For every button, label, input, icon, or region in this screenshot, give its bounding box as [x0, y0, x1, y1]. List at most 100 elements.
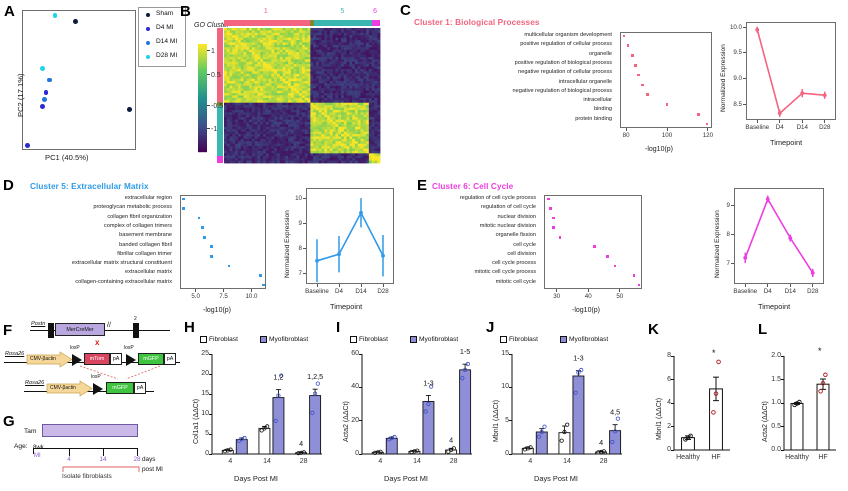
colorbar-tick-3: -1: [211, 126, 218, 134]
ytickmark-3: [509, 453, 512, 455]
panel-d-line-series: [315, 198, 385, 283]
line-ytickmark-0: [743, 26, 746, 28]
line-xtickmark-0: [756, 120, 758, 123]
xtickmark-1: [666, 128, 668, 131]
xtickmark-0: [556, 289, 558, 292]
line-xtick-3: D28: [807, 288, 819, 295]
line-ytickmark-1: [303, 222, 306, 224]
panel-a-label: A: [4, 3, 15, 20]
pca-point-d28-mi: [52, 13, 58, 18]
go-dot-2: [630, 54, 634, 57]
go-term-4: organelle fission: [495, 232, 536, 239]
panel-e-dotplot-area: [544, 195, 642, 289]
legend-dot-2: [146, 41, 150, 45]
go-dot-2: [197, 216, 201, 220]
go-term-9: protein binding: [575, 115, 612, 122]
loxp-label-2: loxP: [124, 345, 134, 351]
ytickmark-2: [359, 420, 362, 422]
cmv-label-a: CMV-βactin: [30, 356, 56, 362]
loxp-triangle-3: [93, 383, 103, 395]
days-label: days: [142, 456, 156, 463]
panel-e: E Cluster 6: Cell Cycle regulation of ce…: [416, 170, 848, 318]
ytick-1: 1.5: [771, 375, 781, 383]
go-term-7: cell cycle process: [492, 260, 536, 267]
line-ytick-2: 9.0: [733, 75, 742, 83]
line-ytickmark-1: [743, 52, 746, 54]
svg-text:1-5: 1-5: [460, 347, 470, 356]
panel-g-label: G: [3, 413, 15, 430]
ytick-3: 0.5: [771, 422, 781, 430]
ytick-4: 0.0: [771, 446, 781, 453]
gene-mgfp-1: mGFP: [138, 353, 164, 365]
line-ytick-1: 9: [298, 219, 302, 227]
line-ytickmark-1: [731, 234, 734, 236]
line-ytick-0: 9: [726, 201, 730, 209]
cluster-tick-5: 5: [340, 8, 345, 15]
timepoint-14: 14: [99, 456, 107, 463]
svg-text:1,2,5: 1,2,5: [307, 372, 323, 381]
go-dot-8: [697, 112, 700, 116]
post-mi-label: post MI: [142, 466, 163, 473]
go-dot-9: [705, 122, 709, 126]
go-term-8: mitotic cell cycle process: [474, 269, 536, 276]
panel-l-label: L: [758, 321, 768, 338]
go-dot-6: [646, 93, 649, 96]
ytickmark-4: [671, 449, 674, 451]
xtick-1: 14: [413, 458, 421, 465]
panel-d-xlabel: -log10(p): [203, 307, 232, 314]
panel-l-ylabel: Acta2 (ΔΔCt): [762, 401, 769, 442]
gene-mercremer: MerCreMer: [55, 323, 105, 336]
go-term-9: collagen-containing extracellular matrix: [75, 278, 172, 285]
xtick-0: 80: [622, 132, 630, 139]
ytickmark-0: [359, 353, 362, 355]
line-ytickmark-2: [743, 78, 746, 80]
panel-i-bar-chart: 1-3 1-5 4: [361, 347, 472, 455]
go-dot-7: [227, 264, 231, 268]
gene-pa-2: pA: [164, 353, 176, 365]
ytick-5: 0: [205, 450, 209, 457]
panel-c-xlabel: -log10(p): [645, 146, 674, 153]
go-dot-9: [262, 283, 266, 287]
cluster-tick-6: 6: [373, 8, 377, 15]
line-ytickmark-3: [743, 104, 746, 106]
go-term-5: banded collagen fibril: [119, 241, 172, 248]
go-dot-0: [547, 197, 551, 201]
panel-a-plot-area: [22, 10, 136, 150]
legend-text-1: Myofibroblast: [269, 336, 309, 343]
line-ytickmark-0: [303, 197, 306, 199]
ytickmark-3: [781, 426, 784, 427]
go-term-2: organelle: [588, 50, 612, 57]
ytickmark-2: [781, 402, 784, 404]
panel-d-dotplot-area: [180, 195, 266, 289]
isolate-fibroblasts-label: Isolate fibroblasts: [62, 473, 112, 480]
row-cluster-segment-3: [217, 156, 223, 163]
panel-b: B GO Cluster 1 5 6 1 0.5 -0.5 -1: [178, 0, 400, 175]
line-xtick-2: D14: [796, 124, 808, 131]
go-term-7: intracellular: [583, 97, 612, 104]
line-xtickmark-1: [779, 120, 781, 123]
ytick-3: 0: [505, 450, 509, 457]
tam-bar: [42, 424, 138, 437]
panel-b-cluster-axis-label: GO Cluster: [194, 22, 230, 29]
cross-mark: x: [95, 338, 100, 347]
loxp-triangle-1: [72, 354, 82, 366]
panel-h-xlabel: Days Post MI: [234, 474, 278, 483]
panel-a-ylabel: PC2 (17.1%): [16, 73, 25, 117]
panel-e-xlabel: -log10(p): [572, 307, 601, 314]
line-ytick-3: 7: [298, 270, 302, 278]
line-xtickmark-0: [316, 284, 318, 287]
ytickmark-2: [671, 402, 674, 404]
gene-pa-1: pA: [110, 353, 122, 365]
colorbar-tickmark-3: [207, 128, 210, 130]
panel-k-ylabel: Mbnl1 (ΔΔCt): [656, 397, 663, 440]
ytickmark-1: [359, 386, 362, 388]
xtickmark-1: [223, 289, 225, 292]
go-term-4: negative regulation of cellular process: [518, 69, 612, 76]
panel-b-heatmap: [224, 28, 381, 164]
line-xtickmark-2: [801, 120, 803, 123]
xtick-0: 4: [528, 458, 533, 465]
legend-label-2: D14 MI: [156, 38, 178, 45]
ytick-3: 0: [355, 450, 359, 457]
panel-c: C Cluster 1: Biological Processes multic…: [398, 0, 848, 170]
xtick-1: 7.5: [219, 293, 228, 300]
